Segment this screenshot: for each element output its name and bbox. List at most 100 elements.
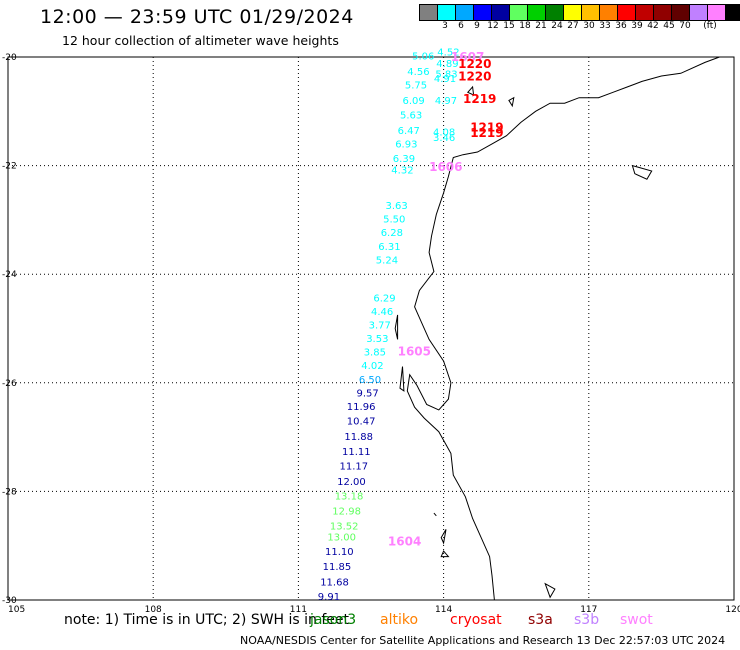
- satellite-label: s3b: [574, 612, 600, 628]
- legend-label: 15: [503, 21, 515, 31]
- coastline: [394, 56, 720, 601]
- wave-height-label: 11.11: [342, 447, 371, 458]
- pass-time-label: 1606: [429, 160, 462, 174]
- wave-height-label: 6.50: [359, 375, 381, 386]
- legend-label: 39: [631, 21, 643, 31]
- wave-height-label: 9.91: [318, 592, 340, 603]
- satellite-label: swot: [620, 612, 653, 628]
- wave-height-label: 4.97: [435, 96, 457, 107]
- wave-height-label: 4.89: [436, 59, 458, 70]
- wave-height-label: 3.77: [369, 321, 391, 332]
- wave-labels: 4.525.064.89 4.56 5.834.91 5.75 6.09 4.97 5.63…: [318, 47, 460, 603]
- island-outline: [440, 550, 450, 558]
- wave-height-label: 11.96: [347, 402, 376, 413]
- wave-height-label: 4.02: [361, 361, 383, 372]
- wave-height-label: 4.91: [434, 74, 456, 85]
- wave-height-label: 4.08: [433, 128, 455, 139]
- wave-height-label: 13.52: [330, 521, 359, 532]
- legend-label: 21: [535, 21, 547, 31]
- wave-height-label: 6.29: [373, 293, 395, 304]
- pass-time-label: 1219: [470, 120, 503, 134]
- lat-tick-label: -26: [2, 379, 17, 389]
- lon-tick-label: 108: [145, 605, 162, 615]
- island-outline: [631, 164, 653, 180]
- island-outline: [440, 529, 447, 545]
- wave-height-label: 11.10: [325, 547, 354, 558]
- island-outline: [433, 512, 437, 517]
- legend-label: 6: [458, 21, 464, 31]
- pass-time-label: 1607: [451, 50, 484, 64]
- note-text: note: 1) Time is in UTC; 2) SWH is in fe…: [64, 612, 350, 628]
- wave-height-label: 12.00: [337, 477, 366, 488]
- island-outline: [394, 314, 399, 340]
- satellite-label: altiko: [380, 612, 419, 628]
- legend-label: 27: [567, 21, 579, 31]
- wave-height-label: 11.68: [320, 577, 349, 588]
- island-outline: [544, 582, 556, 599]
- legend-label: 45: [663, 21, 675, 31]
- island-outline: [466, 85, 475, 96]
- pass-time-label: 1220: [458, 57, 491, 71]
- wave-height-label: 3.53: [366, 334, 388, 345]
- lon-tick-label: 114: [435, 605, 452, 615]
- wave-height-label: 6.31: [378, 242, 400, 253]
- wave-height-label: 6.09: [403, 96, 425, 107]
- lon-tick-label: 111: [290, 605, 307, 615]
- satellite-label: jason3: [310, 612, 357, 628]
- legend-label: 24: [551, 21, 563, 31]
- wave-height-label: 6.47: [398, 126, 420, 137]
- color-legend: [419, 4, 740, 21]
- wave-height-label: 6.39: [393, 154, 415, 165]
- axis-ticks: 105 108 111 114 117 120 -20 -22 -24 -26 -28 -30: [2, 53, 740, 615]
- legend-label: 3: [442, 21, 448, 31]
- wave-height-label: 13.18: [335, 492, 364, 503]
- pass-time-label: 1219: [470, 126, 503, 140]
- wave-height-label: 4.52: [437, 47, 459, 58]
- lat-tick-label: -22: [2, 162, 17, 172]
- wave-height-label: 3.63: [386, 201, 408, 212]
- legend-label: 70: [679, 21, 691, 31]
- lon-tick-label: 105: [8, 605, 25, 615]
- wave-height-label: 5.75: [405, 81, 427, 92]
- wave-height-label: 4.46: [371, 307, 393, 318]
- legend-unit: (ft): [703, 21, 717, 31]
- wave-height-label: 3.85: [364, 348, 386, 359]
- legend-label: 33: [599, 21, 611, 31]
- wave-height-label: 5.83: [435, 70, 457, 81]
- wave-height-label: 6.28: [381, 228, 403, 239]
- island-outline: [508, 96, 515, 108]
- wave-height-label: 9.57: [357, 388, 379, 399]
- legend-label: 42: [647, 21, 659, 31]
- wave-height-label: 4.56: [407, 67, 429, 78]
- lon-tick-label: 120: [725, 605, 740, 615]
- wave-height-label: 5.06: [412, 52, 434, 63]
- title: 12:00 — 23:59 UTC 01/29/2024: [40, 6, 354, 28]
- wave-height-label: 5.63: [400, 110, 422, 121]
- legend-label: 12: [487, 21, 499, 31]
- legend-label: 36: [615, 21, 627, 31]
- legend-swatch: [725, 4, 740, 21]
- wave-height-label: 6.93: [395, 140, 417, 151]
- pass-time-label: 1220: [458, 69, 491, 83]
- pass-time-label: 1604: [388, 535, 421, 549]
- coastline-mainland: [406, 56, 720, 601]
- wave-height-label: 5.24: [376, 255, 398, 266]
- footer-credit: NOAA/NESDIS Center for Satellite Applica…: [240, 634, 726, 647]
- wave-height-label: 3.46: [433, 133, 455, 144]
- legend-label: 30: [583, 21, 595, 31]
- wave-height-label: 4.32: [391, 166, 413, 177]
- pass-time-label: 1219: [463, 92, 496, 106]
- legend-label: 18: [519, 21, 531, 31]
- island-outline: [399, 366, 405, 392]
- satellite-label: s3a: [528, 612, 553, 628]
- wave-height-label: 11.88: [344, 432, 373, 443]
- wave-height-label: 5.50: [383, 215, 405, 226]
- wave-height-label: 13.00: [327, 532, 356, 543]
- lon-tick-label: 117: [580, 605, 597, 615]
- lat-tick-label: -20: [2, 53, 17, 63]
- pass-time-label: 1605: [398, 345, 431, 359]
- wave-height-label: 12.98: [332, 507, 361, 518]
- satellite-label: cryosat: [450, 612, 502, 628]
- wave-height-label: 11.17: [340, 462, 369, 473]
